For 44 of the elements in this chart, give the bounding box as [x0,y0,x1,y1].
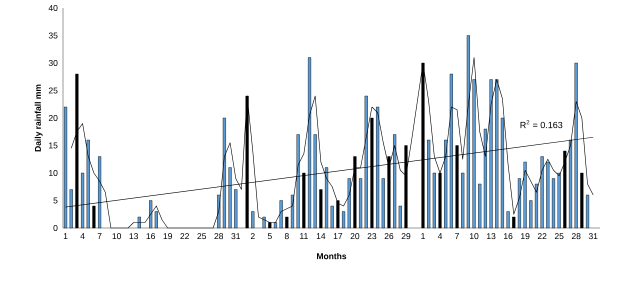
x-tick-label: 20 [350,233,360,240]
x-tick-label: 1 [64,233,68,239]
x-tick-label: 1 [421,233,425,239]
x-tick-label: 22 [538,233,546,240]
x-tick-label: 11 [300,233,308,239]
x-tick-label: 19 [521,233,530,240]
x-tick-label: 26 [384,233,394,240]
y-tick-label: 10 [49,170,58,176]
x-tick-label: 31 [588,233,598,240]
y-tick-label: 20 [48,115,58,121]
annotation: R$^{2}$ = 0.163 [520,120,562,128]
x-tick-label: 7 [98,233,102,239]
y-tick-label: 5 [53,198,58,204]
x-tick-label: 4 [80,233,85,239]
y-tick-label: 25 [48,88,58,94]
x-tick-label: 2 [250,233,255,240]
x-tick-label: 28 [214,233,224,240]
x-tick-label: 19 [164,233,172,240]
y-tick-label: 40 [48,5,58,11]
y-tick-label: 15 [49,142,58,148]
x-tick-label: 17 [334,233,342,239]
x-tick-label: 13 [487,233,496,240]
x-tick-label: 25 [554,233,564,240]
x-tick-label: 4 [438,233,442,239]
x-tick-label: 7 [455,233,459,239]
x-tick-label: 13 [130,233,138,240]
x-tick-label: 28 [572,233,581,240]
x-tick-label: 5 [268,233,272,240]
x-tick-label: 23 [368,233,376,240]
x-tick-label: 10 [112,233,121,240]
x-tick-label: 16 [504,233,512,240]
y-tick-label: 35 [48,32,58,38]
x-tick-label: 10 [470,233,478,240]
y-tick-label: 0 [53,225,58,231]
x-tick-label: 22 [180,233,189,240]
x-tick-label: 31 [231,233,240,240]
y-tick-label: 30 [48,60,58,66]
x-tick-label: 16 [146,233,155,240]
x-tick-label: 8 [284,233,289,240]
x-tick-label: 25 [197,233,206,240]
x-axis-title: Months [317,252,346,260]
x-tick-label: 14 [316,233,326,239]
x-tick-label: 29 [402,233,410,240]
y-axis-title: Daily rainfall mm [34,84,43,152]
